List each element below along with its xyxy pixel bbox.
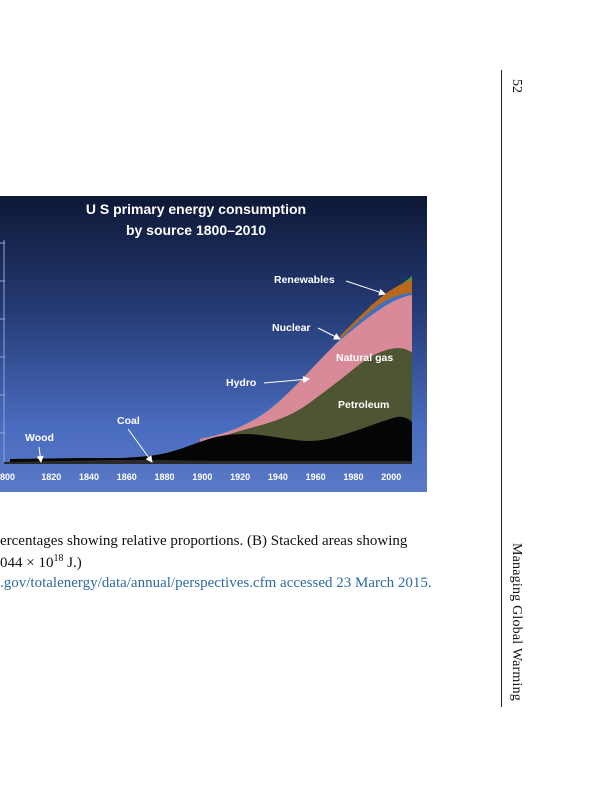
running-head: Managing Global Warming bbox=[509, 543, 524, 701]
x-tick-label: 1860 bbox=[117, 472, 137, 482]
caption-line-1: ercentages showing relative proportions.… bbox=[0, 533, 408, 549]
chart-title-line1: U S primary energy consumption bbox=[86, 201, 306, 217]
label-nuclear: Nuclear bbox=[272, 322, 311, 334]
x-tick-label: 1840 bbox=[79, 472, 99, 482]
label-natural-gas: Natural gas bbox=[336, 352, 393, 364]
label-wood: Wood bbox=[25, 432, 54, 444]
chart-title-line2: by source 1800–2010 bbox=[126, 222, 266, 238]
caption-line-2-end: J.) bbox=[63, 555, 82, 571]
label-hydro: Hydro bbox=[226, 377, 256, 389]
label-petroleum: Petroleum bbox=[338, 399, 389, 411]
x-tick-label: 2000 bbox=[381, 472, 401, 482]
x-tick-label: 1820 bbox=[41, 472, 61, 482]
caption-line-2: 044 × 1018 J.) bbox=[0, 553, 82, 572]
arrow-renewables bbox=[345, 280, 386, 296]
label-renewables: Renewables bbox=[274, 274, 335, 286]
energy-chart: U S primary energy consumption by source… bbox=[0, 201, 412, 482]
x-tick-label: 1900 bbox=[192, 472, 212, 482]
arrow-coal bbox=[127, 428, 153, 463]
arrow-wood bbox=[36, 446, 44, 463]
caption-exponent: 18 bbox=[53, 553, 64, 564]
x-tick-label: 800 bbox=[0, 472, 15, 482]
energy-figure: U S primary energy consumption by source… bbox=[0, 196, 427, 492]
x-tick-label: 1980 bbox=[343, 472, 363, 482]
x-tick-label: 1940 bbox=[268, 472, 288, 482]
area-wood bbox=[4, 460, 412, 464]
caption-line-2-text: 044 × 10 bbox=[0, 555, 54, 571]
x-tick-label: 1880 bbox=[155, 472, 175, 482]
margin-rule bbox=[501, 70, 502, 707]
caption-source-link[interactable]: .gov/totalenergy/data/annual/perspective… bbox=[0, 575, 432, 591]
x-axis-ticks: 800 1820 1840 1860 1880 1900 1920 1940 1960 1980 2… bbox=[0, 472, 401, 482]
x-tick-label: 1920 bbox=[230, 472, 250, 482]
page-number: 52 bbox=[509, 79, 524, 93]
arrow-hydro bbox=[263, 376, 310, 384]
area-coal bbox=[10, 416, 412, 464]
x-tick-label: 1960 bbox=[306, 472, 326, 482]
arrow-nuclear bbox=[317, 327, 341, 340]
label-coal: Coal bbox=[117, 415, 140, 427]
